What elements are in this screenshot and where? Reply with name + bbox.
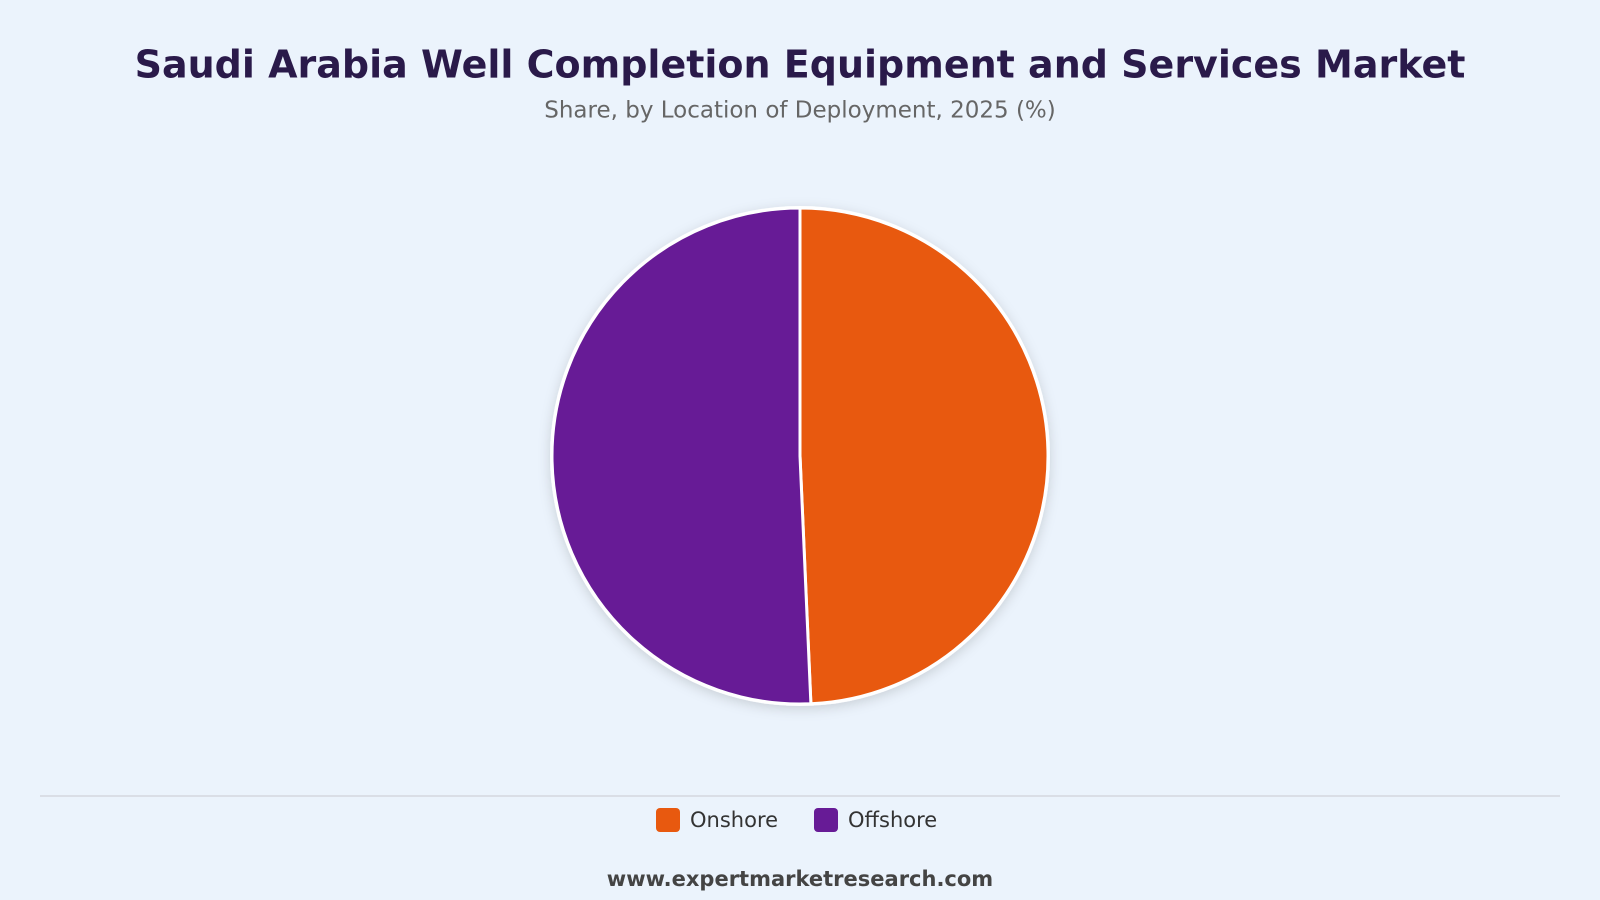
chart-subtitle: Share, by Location of Deployment, 2025 (… <box>544 98 1056 124</box>
legend: Onshore Offshore <box>656 808 937 832</box>
legend-label: Onshore <box>690 808 778 832</box>
pie <box>550 206 1050 706</box>
chart-title: Saudi Arabia Well Completion Equipment a… <box>135 43 1466 87</box>
source: www.expertmarketresearch.com <box>607 867 993 891</box>
pie-slice <box>550 206 813 706</box>
legend-swatch <box>656 808 680 832</box>
pie-slice <box>798 206 1050 706</box>
legend-swatch <box>814 808 838 832</box>
legend-label: Offshore <box>848 808 937 832</box>
